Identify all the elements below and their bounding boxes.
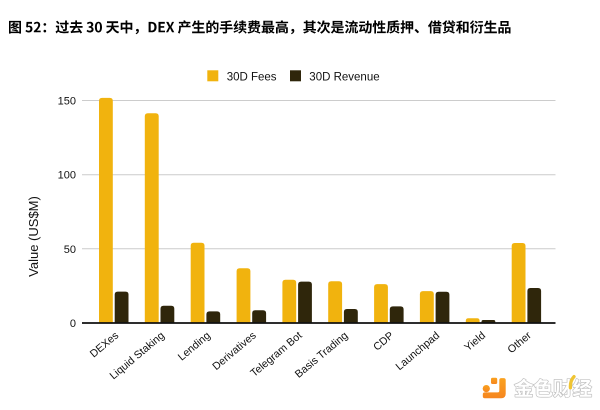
svg-text:30D Fees: 30D Fees (227, 71, 277, 83)
svg-text:0: 0 (70, 318, 76, 330)
svg-text:30D Revenue: 30D Revenue (309, 71, 379, 83)
svg-text:100: 100 (58, 170, 76, 182)
svg-text:50: 50 (64, 244, 76, 256)
svg-text:Value (US$M): Value (US$M) (26, 196, 41, 277)
svg-text:150: 150 (58, 96, 76, 108)
